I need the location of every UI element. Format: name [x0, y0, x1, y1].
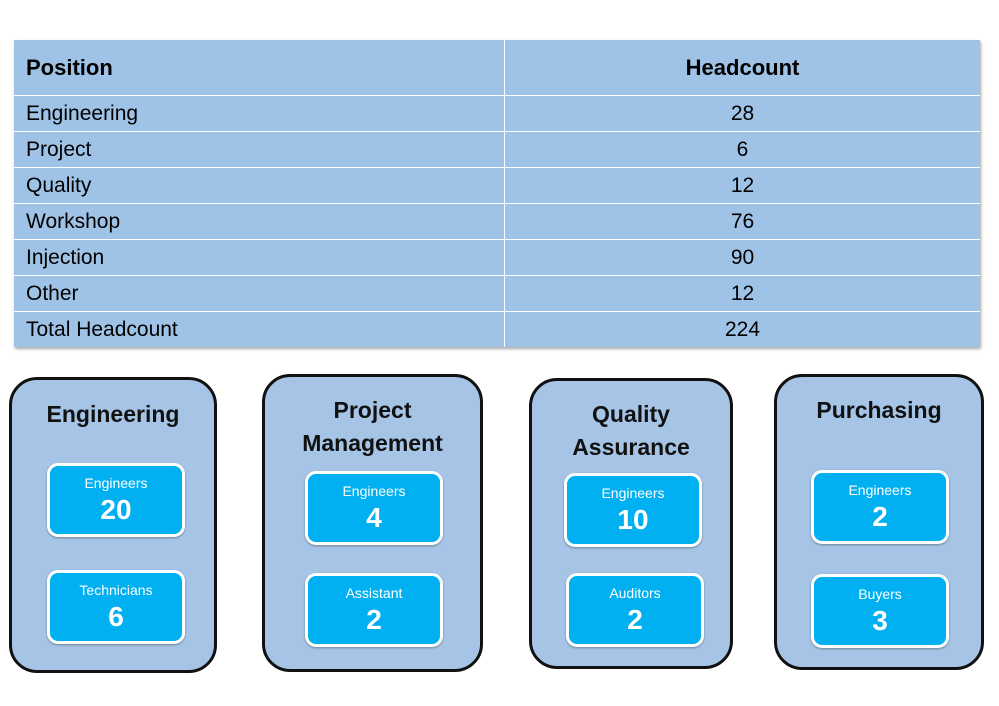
- table-row: Engineering 28: [14, 95, 980, 132]
- role-label: Engineers: [342, 483, 406, 499]
- role-label: Assistant: [345, 585, 403, 601]
- headcount-cell: 6: [504, 131, 980, 168]
- department-title-line: Assurance: [572, 434, 690, 460]
- role-count: 6: [108, 601, 124, 632]
- headcount-table: Position Headcount Engineering 28 Projec…: [14, 40, 980, 347]
- role-box-buyers: Buyers 3: [811, 574, 949, 648]
- role-count: 2: [627, 604, 643, 635]
- department-title-line: Management: [302, 430, 443, 456]
- role-box-engineers: Engineers 20: [47, 463, 185, 537]
- role-box-engineers: Engineers 10: [564, 473, 702, 547]
- position-cell: Other: [14, 275, 505, 312]
- role-box-engineers: Engineers 2: [811, 470, 949, 544]
- table-total-row: Total Headcount 224: [14, 311, 980, 347]
- headcount-column-header: Headcount: [504, 40, 980, 96]
- department-card-quality-assurance: Quality Assurance Engineers 10 Auditors …: [529, 378, 733, 669]
- position-cell: Total Headcount: [14, 311, 505, 347]
- position-cell: Engineering: [14, 95, 505, 132]
- department-title-line: Quality: [592, 401, 670, 427]
- department-card-project-management: Project Management Engineers 4 Assistant…: [262, 374, 483, 672]
- table-row: Quality 12: [14, 167, 980, 204]
- role-label: Technicians: [79, 582, 153, 598]
- position-cell: Injection: [14, 239, 505, 276]
- role-count: 2: [872, 501, 888, 532]
- table-row: Other 12: [14, 275, 980, 312]
- position-column-header: Position: [14, 40, 505, 96]
- role-box-auditors: Auditors 2: [566, 573, 704, 647]
- department-title: Purchasing: [777, 394, 981, 427]
- headcount-cell: 224: [724, 317, 761, 341]
- role-label: Auditors: [609, 585, 661, 601]
- role-count: 4: [366, 502, 382, 533]
- role-box-engineers: Engineers 4: [305, 471, 443, 545]
- role-box-assistant: Assistant 2: [305, 573, 443, 647]
- department-card-engineering: Engineering Engineers 20 Technicians 6: [9, 377, 217, 673]
- headcount-cell: 12: [504, 275, 980, 312]
- department-title: Project Management: [265, 394, 480, 460]
- role-label: Engineers: [84, 475, 148, 491]
- role-count: 2: [366, 604, 382, 635]
- headcount-cell: 90: [504, 239, 980, 276]
- headcount-cell: 76: [504, 203, 980, 240]
- table-row: Project 6: [14, 131, 980, 168]
- department-title: Engineering: [12, 398, 214, 431]
- table-row: Injection 90: [14, 239, 980, 276]
- role-label: Engineers: [848, 482, 912, 498]
- department-title-line: Purchasing: [816, 397, 942, 423]
- department-title: Quality Assurance: [532, 398, 730, 464]
- table-row: Workshop 76: [14, 203, 980, 240]
- headcount-cell: 12: [504, 167, 980, 204]
- position-cell: Workshop: [14, 203, 505, 240]
- role-label: Engineers: [601, 485, 665, 501]
- department-title-line: Project: [333, 397, 412, 423]
- role-count: 20: [100, 494, 132, 525]
- headcount-cell: 28: [504, 95, 980, 132]
- role-count: 3: [872, 605, 888, 636]
- position-cell: Project: [14, 131, 505, 168]
- table-header-row: Position Headcount: [14, 40, 980, 96]
- department-title-line: Engineering: [46, 401, 180, 427]
- department-card-purchasing: Purchasing Engineers 2 Buyers 3: [774, 374, 984, 670]
- role-box-technicians: Technicians 6: [47, 570, 185, 644]
- role-count: 10: [617, 504, 649, 535]
- role-label: Buyers: [858, 586, 902, 602]
- position-cell: Quality: [14, 167, 505, 204]
